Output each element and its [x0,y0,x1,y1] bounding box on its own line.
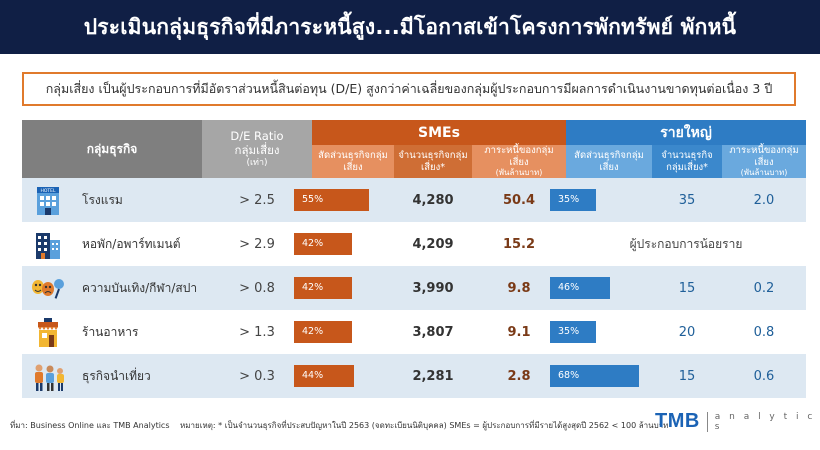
sme-debt-value: 50.4 [502,192,536,208]
header-large-group: รายใหญ่ [566,120,806,145]
table-row: ธุรกิจนำเที่ยว > 0.3 44% 2,281 2.8 68% 1… [22,354,806,398]
tmb-analytics-logo: TMB a n a l y t i c s [655,410,820,433]
entertainment-icon [32,279,64,299]
sme-debt-value: 9.8 [507,280,531,296]
sme-count-value: 4,280 [412,192,454,208]
sme-share-bar [294,365,354,387]
restaurant-icon [38,318,58,347]
row-category: ธุรกิจนำเที่ยว [82,368,151,383]
large-share-label: 46% [558,282,580,293]
table-row: ร้านอาหาร > 1.3 42% 3,807 9.1 35% 20 0.8 [22,310,806,354]
large-count-value: 15 [678,280,696,296]
large-share-bar-wrap: 35% [550,321,642,343]
row-de-ratio: > 2.9 [239,236,275,252]
header-de-ratio: D/E Ratio กลุ่มเสี่ยง (เท่า) [202,120,312,178]
large-share-bar-wrap: 68% [550,365,642,387]
page-title: ประเมินกลุ่มธุรกิจที่มีภาระหนี้สูง...มีโ… [0,0,820,54]
sme-debt-value: 2.8 [507,368,531,384]
sme-share-bar-wrap: 55% [294,189,390,211]
sme-share-label: 42% [302,326,324,337]
large-share-label: 68% [558,370,580,381]
header-category: กลุ่มธุรกิจ [22,120,202,178]
large-debt-value: 0.2 [753,280,775,296]
sme-share-bar [294,277,352,299]
header-de-unit: (เท่า) [246,157,268,168]
large-share-bar [550,321,596,343]
large-debt-value: 2.0 [753,192,775,208]
sme-debt-value: 9.1 [507,324,531,340]
sme-count-value: 2,281 [412,368,454,384]
sme-share-bar-wrap: 42% [294,277,390,299]
header-large-debt: ภาระหนี้ของกลุ่มเสี่ยง (พันล้านบาท) [722,145,806,178]
sme-share-bar-wrap: 42% [294,233,390,255]
header-sme-debt-unit: (พันล้านบาท) [495,168,543,178]
sme-share-bar [294,321,352,343]
large-share-bar [550,365,639,387]
large-share-bar [550,189,596,211]
row-de-ratio: > 1.3 [239,324,275,340]
logo-main-text: TMB [655,410,700,432]
header-large-debt-unit: (พันล้านบาท) [740,168,788,178]
row-category: โรงแรม [82,192,123,207]
sme-count-value: 4,209 [412,236,454,252]
row-category: ร้านอาหาร [82,324,139,339]
header-de-line1: D/E Ratio [230,129,284,143]
sme-count-value: 3,990 [412,280,454,296]
large-debt-value: 0.6 [753,368,775,384]
source-note: ที่มา: Business Online และ TMB Analytics [10,421,170,430]
header-sme-debt-title: ภาระหนี้ของกลุ่มเสี่ยง [484,145,554,168]
header-large-share: สัดส่วนธุรกิจกลุ่มเสี่ยง [566,145,652,178]
tourism-icon [35,364,64,391]
hotel-icon: HOTEL [37,187,59,215]
header-sme-share: สัดส่วนธุรกิจกลุ่มเสี่ยง [312,145,394,178]
table-row: หอพัก/อพาร์ทเมนต์ > 2.9 42% 4,209 15.2 ผ… [22,222,806,266]
sme-share-label: 55% [302,194,324,205]
large-debt-value: 0.8 [753,324,775,340]
header-sme-count: จำนวนธุรกิจกลุ่มเสี่ยง* [394,145,472,178]
large-count-value: 35 [678,192,696,208]
large-share-bar-wrap: 35% [550,189,642,211]
row-category: ความบันเทิง/กีฬา/สปา [82,280,198,295]
large-share-label: 35% [558,326,580,337]
row-de-ratio: > 0.8 [239,280,275,296]
risk-definition-callout: กลุ่มเสี่ยง เป็นผู้ประกอบการที่มีอัตราส่… [22,72,796,106]
row-de-ratio: > 2.5 [239,192,275,208]
header-large-debt-title: ภาระหนี้ของกลุ่มเสี่ยง [729,145,799,168]
large-count-value: 20 [678,324,696,340]
sme-share-bar [294,233,352,255]
table-row: HOTEL โรงแรม > 2.5 55% 4,280 50.4 35% 35… [22,178,806,222]
header-sme-group: SMEs [312,120,566,145]
apartment-icon [36,233,60,259]
sme-share-label: 44% [302,370,324,381]
large-share-bar-wrap: 46% [550,277,642,299]
footnote: หมายเหตุ: * เป็นจำนวนธุรกิจที่ประสบปัญหา… [180,421,669,430]
sme-share-label: 42% [302,238,324,249]
sme-share-bar-wrap: 44% [294,365,390,387]
sme-count-value: 3,807 [412,324,454,340]
header-sme-debt: ภาระหนี้ของกลุ่มเสี่ยง (พันล้านบาท) [472,145,566,178]
header-large-count: จำนวนธุรกิจกลุ่มเสี่ยง* [652,145,722,178]
large-share-bar [550,277,610,299]
sme-share-label: 42% [302,282,324,293]
header-de-line2: กลุ่มเสี่ยง [234,143,280,158]
large-note: ผู้ประกอบการน้อยราย [629,236,743,251]
svg-text:HOTEL: HOTEL [40,188,56,194]
logo-sub-text: a n a l y t i c s [714,411,816,432]
large-share-label: 35% [558,194,580,205]
large-count-value: 15 [678,368,696,384]
table-row: ความบันเทิง/กีฬา/สปา > 0.8 42% 3,990 9.8… [22,266,806,310]
sme-share-bar [294,189,369,211]
sme-share-bar-wrap: 42% [294,321,390,343]
sme-debt-value: 15.2 [502,236,536,252]
logo-separator [706,411,708,432]
row-de-ratio: > 0.3 [239,368,275,384]
row-category: หอพัก/อพาร์ทเมนต์ [82,236,181,251]
